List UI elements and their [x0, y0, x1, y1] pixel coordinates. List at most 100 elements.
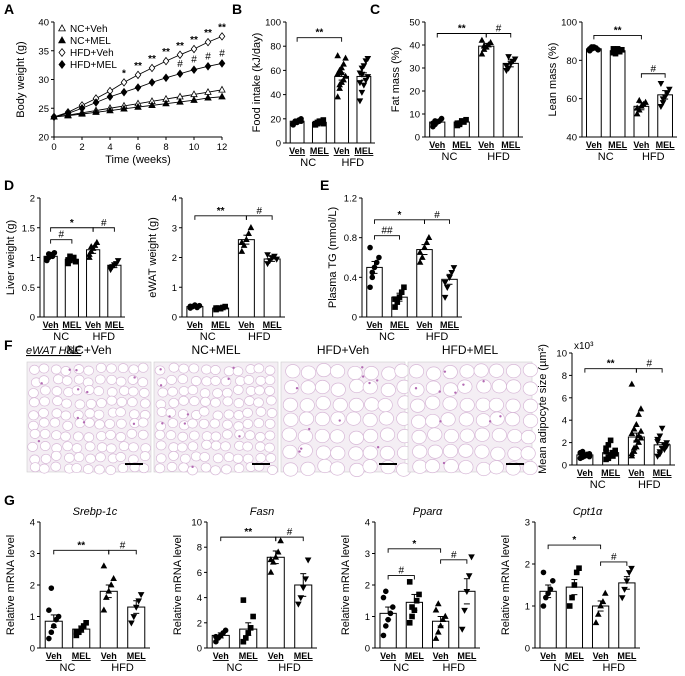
- adipocyte: [491, 379, 507, 394]
- y-tick-label: 2: [197, 618, 202, 629]
- adipocyte: [349, 462, 365, 478]
- legend-marker: [58, 24, 66, 32]
- data-point: [373, 259, 380, 266]
- data-point: [218, 32, 226, 41]
- adipocyte: [221, 387, 233, 398]
- significance-bracket: [374, 235, 400, 240]
- data-point: [360, 82, 368, 89]
- adipocyte: [177, 409, 189, 420]
- adipocyte: [332, 397, 348, 413]
- y-tick-label: 30: [38, 75, 49, 86]
- adipocyte: [254, 385, 265, 396]
- adipocyte: [73, 452, 85, 463]
- category-label: Veh: [101, 651, 117, 661]
- y-tick-label: 3: [172, 223, 177, 234]
- data-point: [635, 96, 643, 103]
- adipocyte: [96, 398, 107, 409]
- adipocyte: [210, 465, 221, 476]
- data-point: [218, 85, 226, 93]
- category-label: MEL: [310, 146, 330, 156]
- bar: [294, 584, 313, 649]
- adipocyte: [242, 453, 254, 464]
- adipocyte: [60, 431, 71, 442]
- y-tick-label: 100: [265, 18, 281, 29]
- data-point: [628, 565, 635, 572]
- adipocyte: [523, 413, 539, 428]
- nucleus: [68, 368, 71, 371]
- data-point: [421, 243, 428, 250]
- adipocyte: [157, 387, 169, 398]
- data-point: [247, 224, 255, 231]
- data-point: [106, 106, 114, 114]
- adipocyte: [264, 442, 275, 453]
- micrograph-label: HFD+Veh: [317, 343, 369, 357]
- adipocyte: [264, 418, 276, 429]
- data-point: [540, 569, 547, 576]
- y-tick-label: 1: [525, 602, 530, 613]
- adipocyte: [232, 453, 244, 464]
- data-point: [607, 437, 614, 444]
- data-point: [633, 110, 641, 117]
- group-label-hfd: HFD: [341, 157, 364, 169]
- adipocyte: [243, 374, 255, 385]
- data-point: [148, 78, 156, 87]
- data-point: [277, 537, 284, 544]
- y-tick-label: 35: [38, 46, 49, 57]
- adipocyte: [381, 366, 397, 381]
- data-point: [540, 603, 547, 609]
- adipocyte: [201, 376, 212, 387]
- legend-label: NC+Veh: [70, 24, 108, 35]
- significance-mark: *: [412, 539, 416, 550]
- data-point: [86, 250, 93, 257]
- adipocyte: [232, 366, 244, 377]
- category-label: Veh: [429, 140, 445, 150]
- data-point: [273, 256, 281, 263]
- data-point: [625, 570, 633, 577]
- y-tick-label: 10: [556, 349, 567, 360]
- data-point: [661, 446, 668, 454]
- adipocyte: [168, 362, 180, 373]
- data-point: [416, 258, 424, 265]
- y-axis-label: Body weight (g): [15, 41, 27, 117]
- significance-mark: **: [217, 206, 225, 217]
- bar: [366, 266, 383, 318]
- data-point: [48, 585, 55, 591]
- adipocyte: [522, 362, 538, 378]
- data-point: [50, 623, 57, 629]
- data-point: [87, 243, 95, 250]
- legend-label: NC+MEL: [70, 36, 111, 47]
- data-point: [120, 87, 128, 97]
- adipocyte: [106, 443, 117, 454]
- adipocyte: [459, 397, 475, 413]
- adipocyte: [362, 445, 378, 460]
- adipocyte: [410, 398, 426, 413]
- data-point: [478, 50, 486, 57]
- adipocyte: [264, 385, 276, 396]
- category-label: MEL: [653, 468, 673, 478]
- data-point: [387, 610, 394, 617]
- data-point: [128, 620, 135, 627]
- y-tick-label: 0: [365, 644, 370, 655]
- adipocyte: [473, 363, 489, 378]
- micrograph-4: HFD+MEL: [407, 343, 539, 477]
- adipocyte: [212, 453, 224, 464]
- data-point: [135, 598, 143, 605]
- data-point: [597, 602, 604, 609]
- adipocyte: [408, 364, 425, 379]
- category-label: MEL: [105, 320, 125, 330]
- adipocyte: [284, 380, 300, 395]
- nucleus: [238, 435, 241, 438]
- data-point: [238, 247, 246, 254]
- data-point: [367, 244, 373, 251]
- adipocyte: [459, 428, 475, 443]
- bar: [86, 249, 101, 318]
- data-point: [105, 587, 113, 594]
- adipocyte: [166, 461, 178, 472]
- bar: [43, 255, 58, 318]
- adipocyte: [394, 363, 410, 378]
- data-point: [392, 304, 398, 310]
- category-label: MEL: [617, 651, 637, 661]
- data-point: [110, 574, 117, 582]
- group-label-hfd: HFD: [638, 479, 661, 491]
